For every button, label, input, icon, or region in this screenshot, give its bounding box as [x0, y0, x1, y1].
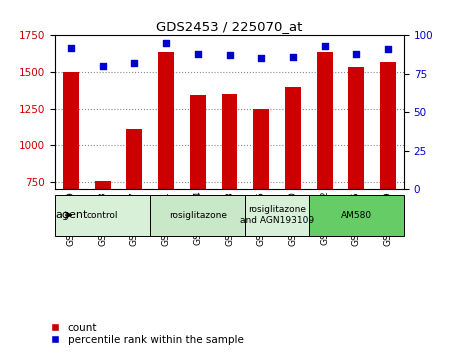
Bar — [285, 87, 301, 189]
Point — [99, 63, 106, 69]
Bar — [63, 72, 79, 189]
Point — [67, 45, 75, 51]
Bar — [246, 195, 309, 236]
Text: control: control — [87, 211, 118, 219]
Point — [162, 40, 170, 46]
Point — [131, 60, 138, 66]
Bar — [158, 52, 174, 189]
Bar — [309, 195, 404, 236]
Bar — [150, 195, 246, 236]
Point — [226, 53, 233, 58]
Bar — [95, 181, 111, 189]
Bar — [55, 195, 150, 236]
Bar — [190, 95, 206, 189]
Bar — [348, 67, 364, 189]
Legend: count, percentile rank within the sample: count, percentile rank within the sample — [51, 322, 244, 345]
Bar — [317, 52, 333, 189]
Point — [257, 56, 265, 61]
Text: rosiglitazone: rosiglitazone — [169, 211, 227, 219]
Bar — [222, 95, 237, 189]
Text: rosiglitazone
and AGN193109: rosiglitazone and AGN193109 — [240, 205, 314, 225]
Bar — [126, 129, 142, 189]
Point — [321, 43, 328, 49]
Point — [353, 51, 360, 57]
Point — [194, 51, 202, 57]
Point — [384, 46, 392, 52]
Text: agent: agent — [56, 210, 88, 220]
Point — [289, 54, 297, 60]
Bar — [380, 62, 396, 189]
Title: GDS2453 / 225070_at: GDS2453 / 225070_at — [157, 20, 302, 33]
Bar — [253, 109, 269, 189]
Text: AM580: AM580 — [341, 211, 372, 219]
